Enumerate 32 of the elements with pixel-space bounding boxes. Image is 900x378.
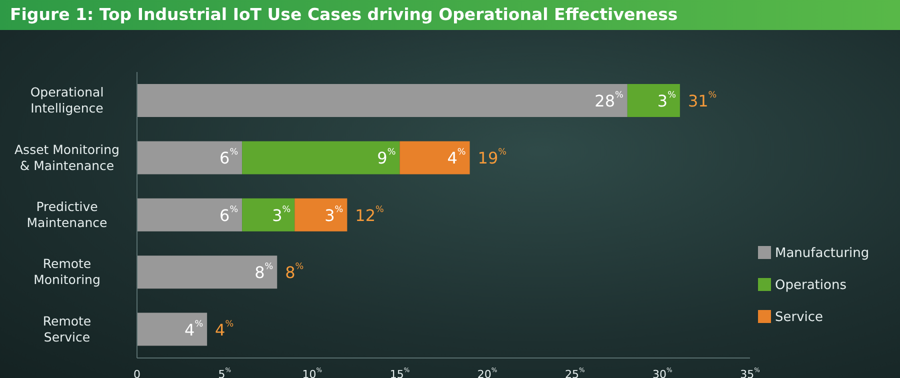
data-label: 8$^{%}$: [254, 262, 274, 282]
y-tick-label: Operational Intelligence: [30, 84, 104, 116]
data-label: 3$^{%}$: [657, 90, 676, 110]
x-tick-label: 25$^{%}$: [564, 367, 585, 378]
data-label: 3$^{%}$: [272, 204, 291, 224]
data-label: 4$^{%}$: [447, 148, 466, 168]
y-tick-label: Predictive Maintenance: [26, 199, 108, 230]
x-tick-label: 35$^{%}$: [740, 367, 760, 378]
x-tick-label: 0: [134, 368, 140, 378]
total-label: 4$^{%}$: [215, 319, 234, 339]
total-label: 8$^{%}$: [285, 262, 304, 282]
data-label: 6$^{%}$: [220, 148, 238, 168]
x-tick-label: 5$^{%}$: [218, 367, 232, 378]
total-label: 31$^{%}$: [688, 90, 717, 110]
total-label: 12$^{%}$: [355, 204, 384, 224]
total-label: 19$^{%}$: [478, 148, 506, 168]
legend-label: Manufacturing: [775, 246, 870, 261]
y-tick-label: Asset Monitoring & Maintenance: [14, 142, 120, 173]
data-label: 4$^{%}$: [184, 319, 204, 339]
x-tick-label: 10$^{%}$: [302, 367, 322, 378]
y-tick-label: Remote Service: [42, 313, 92, 344]
data-label: 3$^{%}$: [324, 204, 344, 224]
x-tick-label: 30$^{%}$: [652, 367, 673, 378]
data-label: 6$^{%}$: [220, 204, 238, 224]
x-tick-label: 20$^{%}$: [477, 367, 498, 378]
data-label: 28$^{%}$: [594, 90, 624, 110]
y-tick-label: Remote Monitoring: [34, 256, 100, 288]
data-label: 9$^{%}$: [377, 148, 396, 168]
legend-label: Service: [775, 310, 824, 325]
legend-label: Operations: [775, 278, 846, 293]
x-tick-label: 15$^{%}$: [390, 367, 410, 378]
chart-title: Figure 1: Top Industrial IoT Use Cases driving Operational Effectiveness: [0, 0, 900, 30]
